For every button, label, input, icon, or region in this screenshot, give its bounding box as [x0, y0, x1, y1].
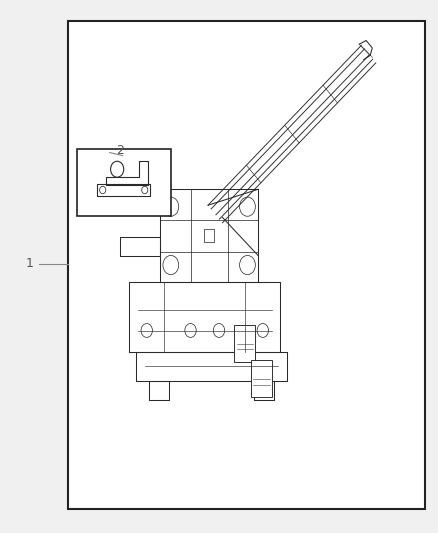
- Text: 1: 1: [26, 257, 34, 270]
- Polygon shape: [97, 184, 150, 196]
- Bar: [234, 325, 255, 362]
- Polygon shape: [106, 161, 148, 185]
- Polygon shape: [160, 189, 258, 282]
- Polygon shape: [136, 352, 287, 381]
- Polygon shape: [254, 381, 274, 400]
- Bar: [204, 229, 214, 242]
- Bar: [77, 149, 171, 216]
- Polygon shape: [129, 282, 280, 352]
- Bar: [68, 21, 425, 509]
- Polygon shape: [149, 381, 169, 400]
- Polygon shape: [120, 237, 160, 256]
- Bar: [251, 360, 272, 397]
- Text: 2: 2: [117, 144, 124, 157]
